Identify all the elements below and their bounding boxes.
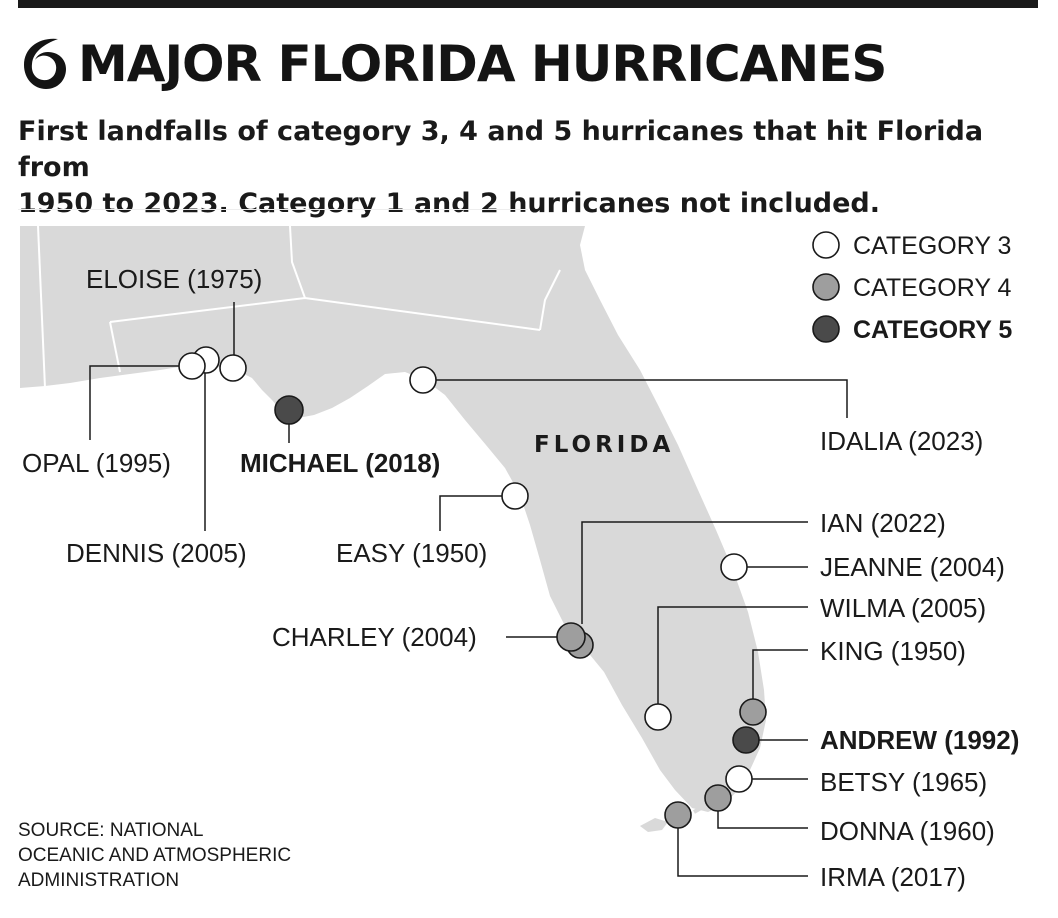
marker-michael (274, 395, 304, 425)
label-eloise: ELOISE (1975) (86, 264, 262, 294)
label-easy: EASY (1950) (336, 538, 487, 568)
landmass (20, 226, 766, 812)
label-wilma: WILMA (2005) (820, 593, 986, 623)
page-title: MAJOR FLORIDA HURRICANES (78, 35, 887, 93)
marker-king (739, 698, 767, 726)
leader-idalia (423, 379, 848, 418)
legend-swatch-category-5 (812, 315, 840, 343)
legend-swatch-category-3 (812, 231, 840, 259)
leader-irma (677, 815, 808, 877)
legend-label-category-5: CATEGORY 5 (853, 316, 1012, 344)
label-opal: OPAL (1995) (22, 448, 171, 478)
legend: CATEGORY 3 CATEGORY 4 CATEGORY 5 (812, 231, 1012, 344)
hurricane-labels: ELOISE (1975) OPAL (1995) DENNIS (2005) … (22, 264, 1019, 892)
label-king: KING (1950) (820, 636, 966, 666)
marker-opal (178, 352, 206, 380)
landfall-markers (178, 346, 767, 829)
state-borders (37, 225, 561, 389)
subtitle-line-1: First landfalls of category 3, 4 and 5 h… (18, 116, 984, 183)
state-label: FLORIDA (534, 432, 674, 458)
legend-swatch-category-4 (812, 273, 840, 301)
marker-irma (664, 801, 692, 829)
marker-idalia (409, 366, 437, 394)
legend-label-category-4: CATEGORY 4 (853, 274, 1011, 302)
leader-king (752, 649, 808, 712)
land (20, 226, 766, 832)
label-andrew: ANDREW (1992) (820, 725, 1019, 755)
leader-ian (581, 521, 808, 624)
marker-jeanne (720, 553, 748, 581)
marker-wilma (644, 703, 672, 731)
label-ian: IAN (2022) (820, 508, 946, 538)
title-row: MAJOR FLORIDA HURRICANES (18, 28, 887, 100)
marker-easy (501, 482, 529, 510)
divider (18, 209, 528, 210)
label-irma: IRMA (2017) (820, 862, 966, 892)
source-line-2: OCEANIC AND ATMOSPHERIC (18, 845, 292, 866)
source-line-3: ADMINISTRATION (18, 870, 180, 891)
top-rule (18, 0, 1038, 8)
label-michael: MICHAEL (2018) (240, 448, 440, 478)
label-dennis: DENNIS (2005) (66, 538, 247, 568)
subtitle: First landfalls of category 3, 4 and 5 h… (18, 114, 1048, 222)
leader-easy (439, 495, 515, 531)
label-charley: CHARLEY (2004) (272, 622, 477, 652)
marker-betsy (725, 765, 753, 793)
legend-label-category-3: CATEGORY 3 (853, 232, 1011, 260)
border-al-ga (289, 225, 306, 299)
marker-andrew (732, 726, 760, 754)
label-idalia: IDALIA (2023) (820, 426, 983, 456)
leader-wilma (657, 606, 808, 717)
border-ga-east (539, 269, 561, 331)
label-donna: DONNA (1960) (820, 816, 995, 846)
marker-eloise (219, 354, 247, 382)
label-betsy: BETSY (1965) (820, 767, 987, 797)
hurricane-icon (24, 38, 66, 89)
border-ms-al (37, 225, 46, 389)
subtitle-line-2: 1950 to 2023. Category 1 and 2 hurricane… (18, 188, 881, 219)
border-fl-al-west (109, 321, 121, 373)
border-fl-north (109, 296, 541, 331)
marker-donna (704, 784, 732, 812)
source-line-1: SOURCE: NATIONAL (18, 820, 204, 841)
label-jeanne: JEANNE (2004) (820, 552, 1005, 582)
source-note: SOURCE: NATIONAL OCEANIC AND ATMOSPHERIC… (18, 818, 291, 893)
marker-ian (556, 622, 586, 652)
leader-opal (89, 365, 192, 440)
leader-donna (717, 798, 808, 829)
keys-island (640, 818, 668, 832)
